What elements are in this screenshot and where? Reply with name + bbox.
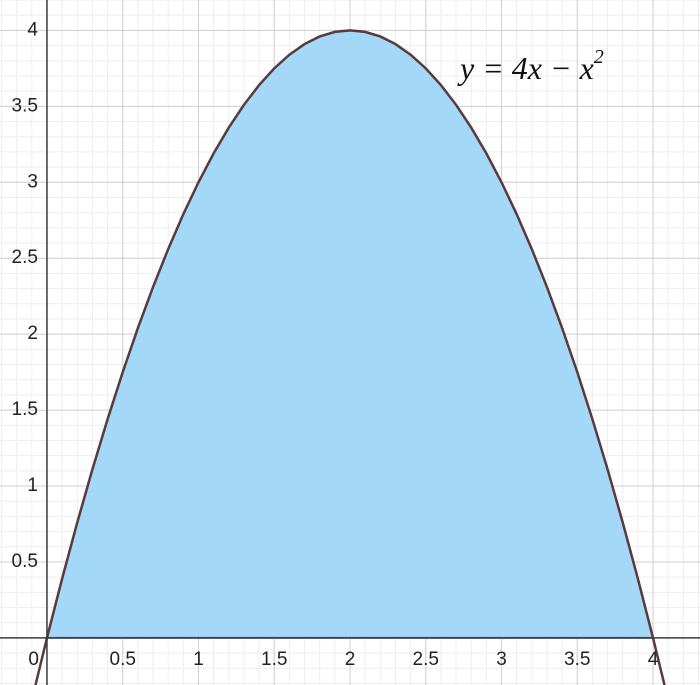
equation-text: y = 4x − x — [457, 50, 594, 86]
x-tick-label: 2 — [345, 649, 356, 670]
x-tick-label: 1.5 — [261, 649, 287, 670]
equation-exponent: 2 — [594, 46, 604, 68]
curve — [34, 29, 666, 685]
y-tick-label: 3.5 — [12, 95, 38, 116]
x-tick-label: 1 — [193, 649, 204, 670]
y-tick-label: 1 — [27, 475, 38, 496]
y-tick-label: 2 — [27, 323, 38, 344]
x-tick-label: 4 — [648, 649, 659, 670]
tick-labels: 0 0.5 1 1.5 2 2.5 3 3.5 4 0.5 1 1.5 2 2.5 3 3.5 4 — [12, 19, 659, 670]
x-tick-label: 0.5 — [110, 649, 136, 670]
y-tick-label: 4 — [27, 19, 38, 40]
x-tick-label: 0 — [28, 649, 39, 670]
y-tick-label: 0.5 — [12, 551, 38, 572]
equation-label: y = 4x − x2 — [457, 46, 604, 87]
x-tick-label: 2.5 — [413, 649, 439, 670]
y-tick-label: 3 — [27, 171, 38, 192]
y-tick-label: 2.5 — [12, 247, 38, 268]
x-tick-label: 3 — [496, 649, 507, 670]
x-tick-label: 3.5 — [564, 649, 590, 670]
y-tick-label: 1.5 — [12, 399, 38, 420]
